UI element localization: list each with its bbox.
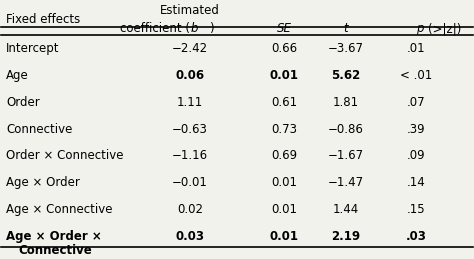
Text: .39: .39	[407, 123, 425, 135]
Text: −1.47: −1.47	[328, 176, 364, 189]
Text: 0.06: 0.06	[175, 69, 204, 82]
Text: .07: .07	[407, 96, 425, 109]
Text: ): )	[209, 23, 213, 35]
Text: 0.61: 0.61	[271, 96, 297, 109]
Text: −2.42: −2.42	[172, 42, 208, 55]
Text: 1.44: 1.44	[332, 203, 358, 216]
Text: .14: .14	[407, 176, 426, 189]
Text: .01: .01	[407, 42, 425, 55]
Text: Fixed effects: Fixed effects	[6, 12, 81, 26]
Text: −3.67: −3.67	[328, 42, 364, 55]
Text: < .01: < .01	[400, 69, 432, 82]
Text: b: b	[191, 23, 198, 35]
Text: −1.67: −1.67	[328, 149, 364, 162]
Text: Age × Order: Age × Order	[6, 176, 80, 189]
Text: (>|z|): (>|z|)	[428, 23, 461, 35]
Text: Connective: Connective	[6, 123, 73, 135]
Text: Age × Order ×: Age × Order ×	[6, 229, 102, 243]
Text: 0.01: 0.01	[270, 229, 299, 243]
Text: 0.01: 0.01	[270, 69, 299, 82]
Text: SE: SE	[277, 23, 292, 35]
Text: 2.19: 2.19	[331, 229, 360, 243]
Text: −0.86: −0.86	[328, 123, 363, 135]
Text: .03: .03	[406, 229, 427, 243]
Text: 0.01: 0.01	[271, 203, 297, 216]
Text: Estimated: Estimated	[160, 4, 220, 17]
Text: Connective: Connective	[18, 243, 91, 256]
Text: Order × Connective: Order × Connective	[6, 149, 124, 162]
Text: p: p	[416, 23, 424, 35]
Text: −0.63: −0.63	[172, 123, 208, 135]
Text: t: t	[343, 23, 348, 35]
Text: coefficient (: coefficient (	[120, 23, 190, 35]
Text: −1.16: −1.16	[172, 149, 208, 162]
Text: 5.62: 5.62	[331, 69, 360, 82]
Text: 0.73: 0.73	[271, 123, 297, 135]
Text: 0.03: 0.03	[175, 229, 204, 243]
Text: 0.02: 0.02	[177, 203, 203, 216]
Text: 1.81: 1.81	[332, 96, 358, 109]
Text: Age × Connective: Age × Connective	[6, 203, 113, 216]
Text: Age: Age	[6, 69, 29, 82]
Text: .09: .09	[407, 149, 425, 162]
Text: 1.11: 1.11	[177, 96, 203, 109]
Text: Order: Order	[6, 96, 40, 109]
Text: Intercept: Intercept	[6, 42, 60, 55]
Text: −0.01: −0.01	[172, 176, 208, 189]
Text: .15: .15	[407, 203, 425, 216]
Text: 0.66: 0.66	[271, 42, 297, 55]
Text: 0.69: 0.69	[271, 149, 297, 162]
Text: 0.01: 0.01	[271, 176, 297, 189]
